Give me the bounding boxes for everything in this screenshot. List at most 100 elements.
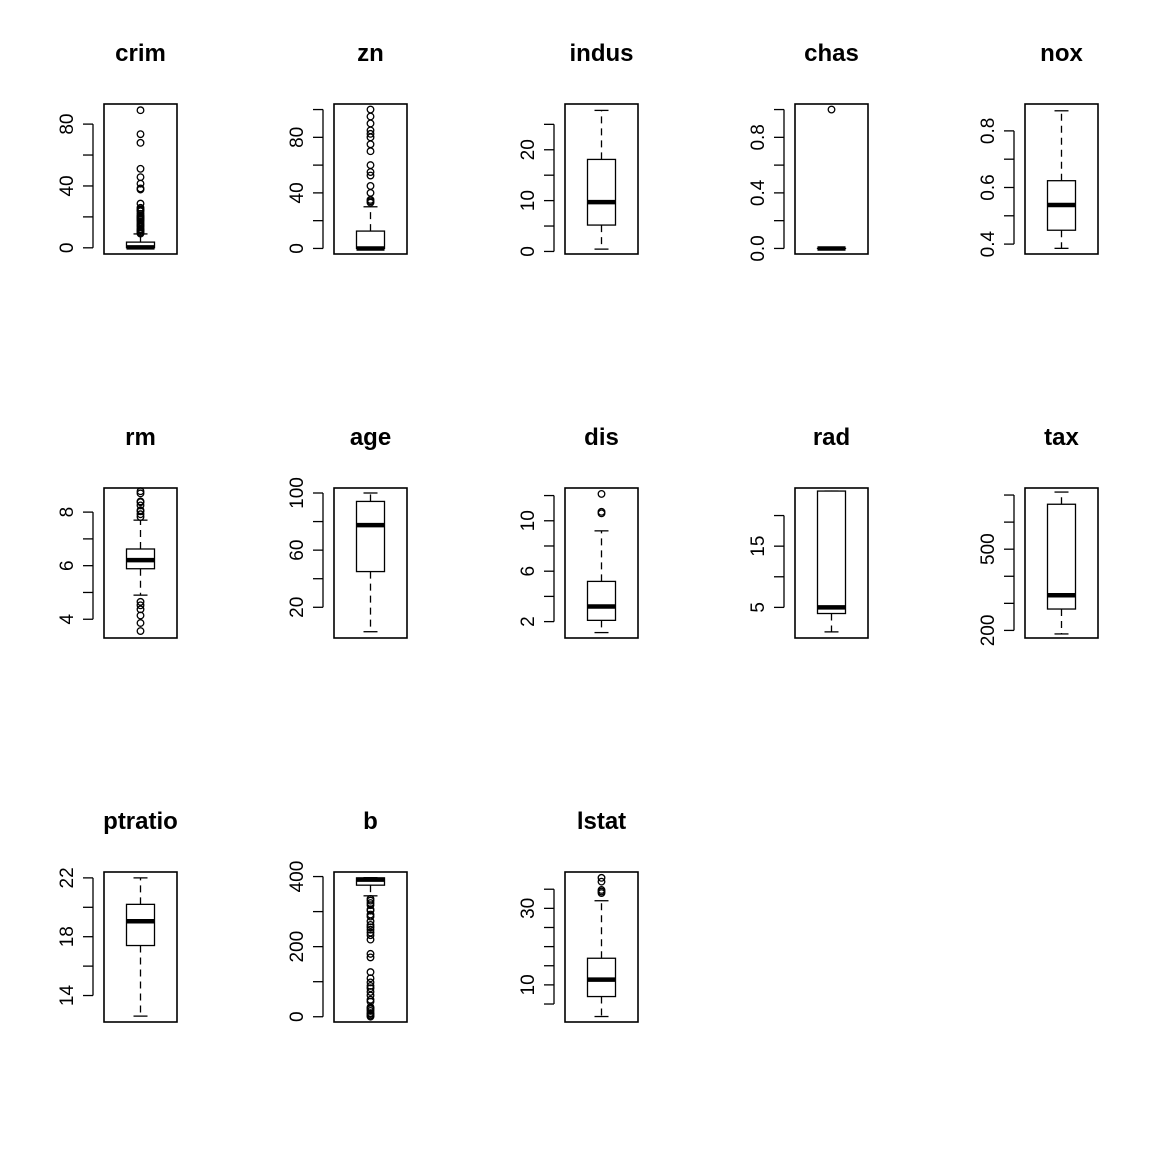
outlier-point xyxy=(136,601,145,610)
outlier-point xyxy=(136,506,145,515)
y-tick-label: 2 xyxy=(518,616,539,627)
y-tick-label: 14 xyxy=(57,985,78,1007)
panel-dis: dis 2 6 10 xyxy=(518,424,639,639)
y-tick-label: 4 xyxy=(57,614,78,625)
panel-nox: nox 0.4 0.6 0.8 xyxy=(978,40,1099,257)
panel-chas: chas 0.0 0.4 0.8 xyxy=(748,40,869,262)
outlier-point xyxy=(366,894,375,903)
outlier-point xyxy=(597,489,606,498)
panel-indus: indus 0 10 20 xyxy=(518,40,639,257)
outlier-point xyxy=(366,171,375,180)
y-tick-label: 0.6 xyxy=(978,174,999,200)
plot-frame xyxy=(564,103,639,255)
outlier-point xyxy=(366,995,375,1004)
plot-frame xyxy=(333,487,408,639)
outlier-point xyxy=(136,605,145,614)
outlier-point xyxy=(366,1003,375,1012)
y-tick-label: 10 xyxy=(518,510,539,531)
iqr-box xyxy=(1046,503,1077,610)
y-tick-label: 10 xyxy=(518,974,539,995)
outlier-point xyxy=(136,138,145,147)
outlier-point xyxy=(366,181,375,190)
panel-tax: tax 200 500 xyxy=(978,424,1099,647)
outlier-point xyxy=(366,968,375,977)
iqr-box xyxy=(355,230,386,250)
y-tick-label: 0 xyxy=(287,1011,308,1022)
outlier-point xyxy=(366,147,375,156)
panel-age: age 20 60 100 xyxy=(287,424,408,639)
outlier-point xyxy=(366,981,375,990)
panel-title: rm xyxy=(125,424,156,451)
outlier-point xyxy=(827,105,836,114)
outlier-point xyxy=(136,597,145,606)
plot-frame xyxy=(333,871,408,1023)
y-tick-label: 8 xyxy=(57,507,78,518)
y-tick-label: 0.8 xyxy=(978,118,999,144)
outlier-point xyxy=(136,184,145,193)
y-tick-label: 6 xyxy=(57,560,78,571)
outlier-point xyxy=(366,105,375,114)
outlier-point xyxy=(136,487,145,496)
plot-frame xyxy=(794,487,869,639)
outlier-point xyxy=(366,119,375,128)
y-tick-label: 40 xyxy=(287,182,308,203)
outlier-point xyxy=(366,161,375,170)
panel-title: ptratio xyxy=(103,808,178,835)
panel-title: crim xyxy=(115,40,166,67)
panel-lstat: lstat 10 30 xyxy=(518,808,639,1023)
outlier-point xyxy=(597,877,606,886)
outlier-point xyxy=(366,910,375,919)
outlier-point xyxy=(136,510,145,519)
outlier-point xyxy=(597,873,606,882)
outlier-point xyxy=(136,130,145,139)
panel-title: zn xyxy=(357,40,384,67)
outlier-point xyxy=(366,978,375,987)
plot-frame xyxy=(333,103,408,255)
panel-title: tax xyxy=(1044,424,1079,451)
y-tick-label: 0.4 xyxy=(748,179,769,206)
plot-frame xyxy=(564,487,639,639)
iqr-box xyxy=(586,957,617,998)
panel-title: chas xyxy=(804,40,859,67)
outlier-point xyxy=(136,199,145,208)
y-tick-label: 10 xyxy=(518,190,539,211)
outlier-point xyxy=(136,497,145,506)
y-tick-label: 40 xyxy=(57,175,78,196)
outlier-point xyxy=(136,164,145,173)
y-tick-label: 500 xyxy=(978,533,999,565)
plot-frame xyxy=(794,103,869,255)
outlier-point xyxy=(136,501,145,510)
outlier-point xyxy=(366,921,375,929)
panel-title: b xyxy=(363,808,378,835)
y-tick-label: 0 xyxy=(287,243,308,254)
panel-title: nox xyxy=(1040,40,1083,67)
y-tick-label: 20 xyxy=(518,139,539,160)
outlier-point xyxy=(136,106,145,115)
outlier-point xyxy=(136,203,145,212)
panel-title: indus xyxy=(570,40,634,67)
plot-frame xyxy=(103,871,178,1023)
y-tick-label: 0.4 xyxy=(978,230,999,257)
outlier-point xyxy=(366,112,375,121)
outlier-point xyxy=(597,507,606,516)
y-tick-label: 200 xyxy=(978,615,999,647)
outlier-point xyxy=(366,899,375,908)
y-tick-label: 18 xyxy=(57,926,78,947)
outlier-point xyxy=(366,953,375,962)
panel-rad: rad 5 15 xyxy=(748,424,869,639)
y-tick-label: 100 xyxy=(287,477,308,509)
plot-frame xyxy=(1024,487,1099,639)
panel-title: dis xyxy=(584,424,619,451)
panel-title: rad xyxy=(813,424,850,451)
y-tick-label: 0 xyxy=(518,246,539,257)
outlier-point xyxy=(366,140,375,149)
panel-b: b 0 200 400 xyxy=(287,808,408,1023)
outlier-point xyxy=(366,928,375,937)
outlier-point xyxy=(136,619,145,627)
panel-title: age xyxy=(350,424,391,451)
plot-frame xyxy=(564,871,639,1023)
iqr-box xyxy=(125,903,156,947)
outlier-point xyxy=(136,173,145,182)
outlier-point xyxy=(366,925,375,934)
y-tick-label: 400 xyxy=(287,861,308,893)
